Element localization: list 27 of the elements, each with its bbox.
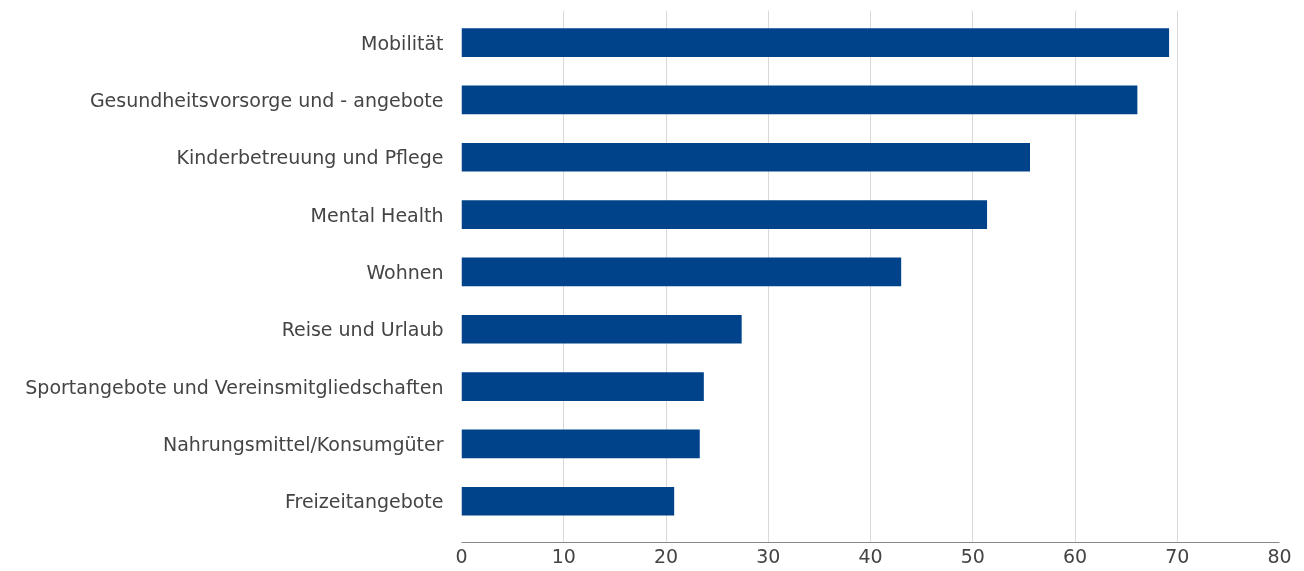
x-tick-label: 40 xyxy=(858,544,883,567)
x-tick-label: 50 xyxy=(960,544,985,567)
bar xyxy=(461,429,700,459)
bar xyxy=(461,142,1031,172)
bar xyxy=(461,85,1138,115)
bar xyxy=(461,257,902,287)
bar xyxy=(461,200,988,229)
x-tick-label: 70 xyxy=(1165,544,1190,567)
y-tick-label: Reise und Urlaub xyxy=(281,318,444,341)
x-tick-label: 0 xyxy=(455,544,468,567)
x-tick-label: 60 xyxy=(1062,544,1088,567)
x-tick-label: 10 xyxy=(551,544,576,567)
bar xyxy=(461,486,675,516)
x-tick-label: 30 xyxy=(756,544,781,567)
bar xyxy=(461,28,1170,57)
y-tick-label: Mobilität xyxy=(361,31,444,54)
y-tick-label: Mental Health xyxy=(310,203,444,226)
y-tick-label: Gesundheitsvorsorge und - angebote xyxy=(89,88,444,111)
y-tick-label: Wohnen xyxy=(366,260,444,283)
y-tick-label: Kinderbetreuung und Pflege xyxy=(176,146,444,169)
y-tick-label: Nahrungsmittel/Konsumgüter xyxy=(163,432,444,455)
y-tick-label: Sportangebote und Vereinsmitgliedschaften xyxy=(25,375,444,398)
x-tick-label: 80 xyxy=(1267,544,1292,567)
bar xyxy=(461,372,704,401)
y-tick-label: Freizeitangebote xyxy=(284,490,444,513)
bar xyxy=(461,314,742,344)
x-tick-label: 20 xyxy=(653,544,679,567)
